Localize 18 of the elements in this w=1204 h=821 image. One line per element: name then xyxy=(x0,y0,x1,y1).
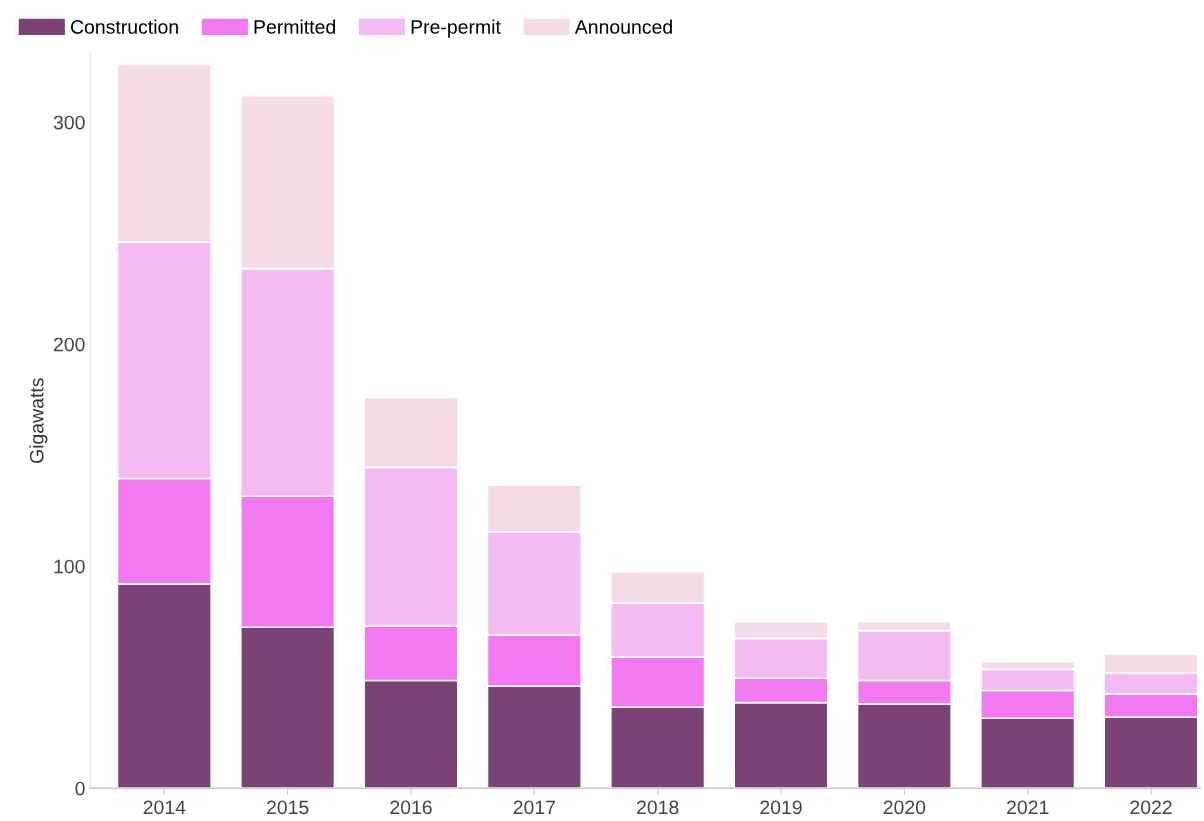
x-tick-label: 2018 xyxy=(637,800,679,815)
y-tick-label: 100 xyxy=(54,559,85,574)
legend-label: Announced xyxy=(574,19,672,34)
x-tick-label: 2017 xyxy=(513,800,555,815)
y-tick-label: 300 xyxy=(53,115,85,130)
x-tick-label: 2019 xyxy=(760,800,802,815)
y-tick-label: 0 xyxy=(75,781,85,796)
x-tick-label: 2021 xyxy=(1007,800,1049,815)
legend-label: Permitted xyxy=(254,19,335,34)
x-tick-label: 2015 xyxy=(267,800,309,815)
x-tick-label: 2014 xyxy=(143,800,186,815)
x-tick-label: 2022 xyxy=(1130,800,1172,815)
legend-label: Construction xyxy=(70,19,178,34)
legend-label: Pre-permit xyxy=(411,19,501,38)
x-tick-label: 2016 xyxy=(390,800,432,815)
x-tick-label: 2020 xyxy=(883,800,926,815)
y-tick-label: 200 xyxy=(53,337,85,352)
y-axis-title: Gigawatts xyxy=(29,378,48,464)
